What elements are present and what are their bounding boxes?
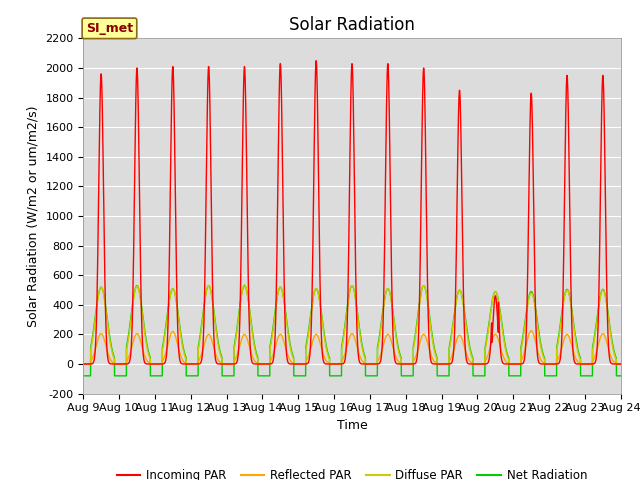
- Line: Net Radiation: Net Radiation: [83, 286, 621, 376]
- Line: Reflected PAR: Reflected PAR: [83, 331, 621, 364]
- Net Radiation: [332, 373, 340, 379]
- Incoming PAR: [472, 361, 480, 367]
- Reflected PAR: [176, 350, 184, 356]
- Net Radiation: [617, 373, 625, 379]
- Incoming PAR: [616, 361, 624, 367]
- Diffuse PAR: [503, 352, 511, 358]
- Reflected PAR: [79, 361, 87, 367]
- Text: SI_met: SI_met: [86, 22, 133, 35]
- Line: Incoming PAR: Incoming PAR: [83, 60, 621, 364]
- Incoming PAR: [443, 361, 451, 367]
- Line: Diffuse PAR: Diffuse PAR: [83, 285, 621, 364]
- Diffuse PAR: [241, 282, 248, 288]
- Net Radiation: [176, 324, 184, 330]
- Incoming PAR: [617, 361, 625, 367]
- Y-axis label: Solar Radiation (W/m2 or um/m2/s): Solar Radiation (W/m2 or um/m2/s): [27, 105, 40, 327]
- Reflected PAR: [503, 360, 511, 365]
- Net Radiation: [472, 373, 480, 379]
- Incoming PAR: [332, 361, 340, 367]
- Net Radiation: [616, 373, 624, 379]
- Diffuse PAR: [332, 361, 340, 367]
- Incoming PAR: [176, 357, 184, 363]
- Diffuse PAR: [176, 326, 184, 332]
- Incoming PAR: [79, 361, 87, 367]
- Reflected PAR: [527, 328, 535, 334]
- Incoming PAR: [503, 361, 511, 367]
- Diffuse PAR: [443, 361, 451, 367]
- Reflected PAR: [616, 361, 624, 367]
- Net Radiation: [503, 350, 511, 356]
- Net Radiation: [443, 373, 451, 379]
- Reflected PAR: [617, 361, 625, 367]
- Net Radiation: [79, 373, 87, 379]
- Diffuse PAR: [616, 361, 624, 367]
- Diffuse PAR: [472, 361, 480, 367]
- Reflected PAR: [332, 361, 340, 367]
- Title: Solar Radiation: Solar Radiation: [289, 16, 415, 34]
- Legend: Incoming PAR, Reflected PAR, Diffuse PAR, Net Radiation: Incoming PAR, Reflected PAR, Diffuse PAR…: [112, 465, 592, 480]
- Diffuse PAR: [617, 361, 625, 367]
- Reflected PAR: [472, 361, 480, 367]
- Net Radiation: [132, 283, 140, 288]
- Reflected PAR: [443, 361, 451, 367]
- X-axis label: Time: Time: [337, 419, 367, 432]
- Diffuse PAR: [79, 361, 87, 367]
- Incoming PAR: [312, 58, 320, 63]
